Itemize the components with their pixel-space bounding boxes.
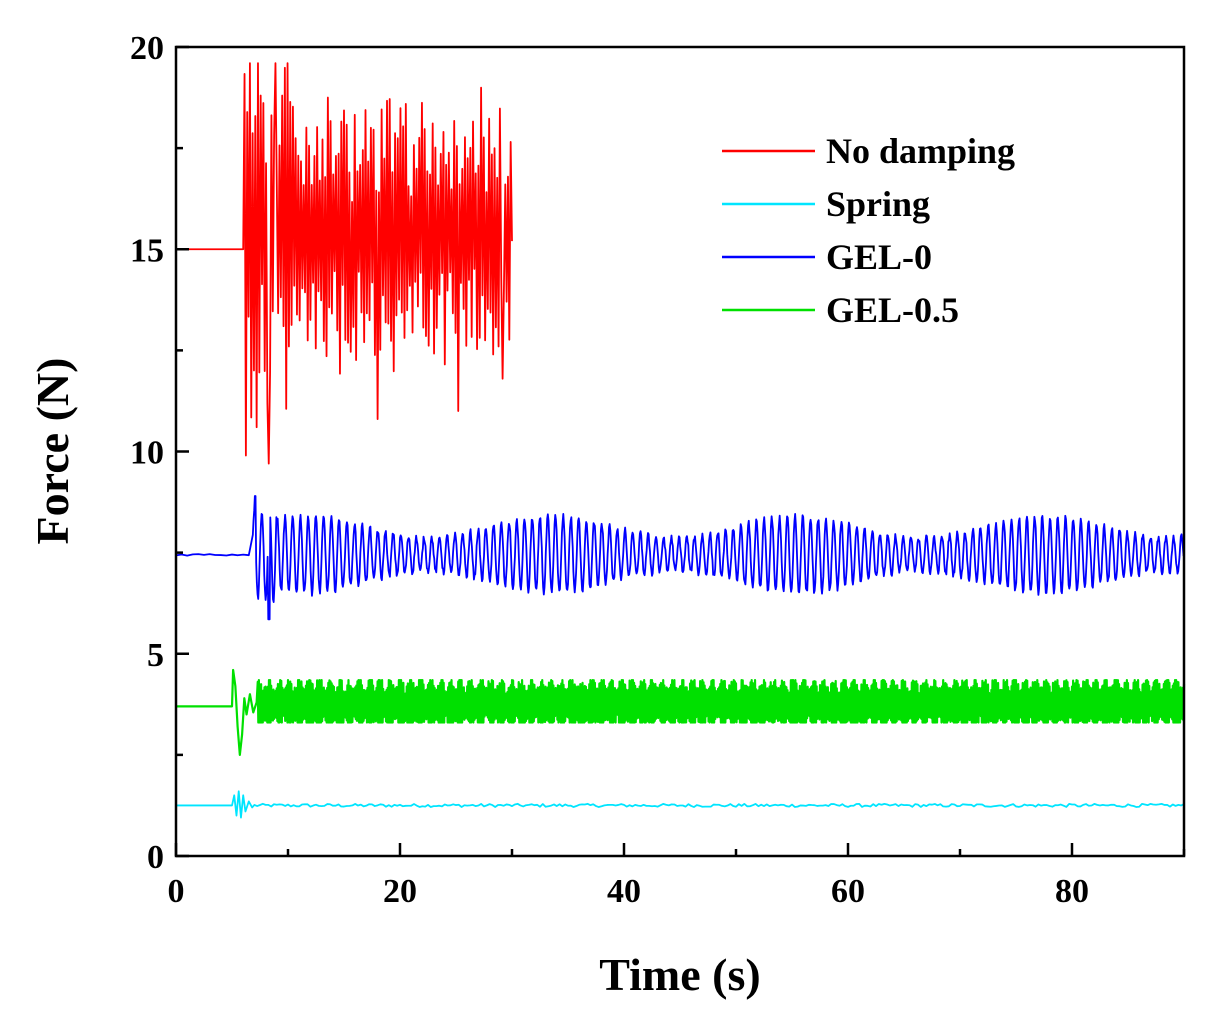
y-axis-title: Force (N) [27,358,78,545]
series-line-gel-0-5 [176,668,1186,756]
y-tick-label: 5 [147,637,164,674]
series-line-no-damping [176,62,513,465]
x-tick-label: 20 [383,873,417,910]
series-layer [175,62,1186,819]
x-tick-label: 80 [1055,873,1089,910]
series-line-gel-0 [175,495,1185,621]
x-tick-label: 40 [607,873,641,910]
legend-label: Spring [826,184,930,224]
legend-label: No damping [826,131,1015,171]
x-tick-label: 60 [831,873,865,910]
x-tick-label: 0 [168,873,185,910]
ticks-layer: 0 20 40 60 80 0 5 10 15 20 [130,30,1186,910]
y-tick-label: 10 [130,435,164,472]
y-tick-label: 15 [130,232,164,269]
series-line-spring [176,790,1185,819]
legend: No damping Spring GEL-0 GEL-0.5 [722,131,1015,330]
y-tick-label: 20 [130,30,164,67]
x-axis-title: Time (s) [599,949,760,1000]
legend-label: GEL-0.5 [826,290,959,330]
y-tick-label: 0 [147,839,164,876]
legend-label: GEL-0 [826,237,932,277]
